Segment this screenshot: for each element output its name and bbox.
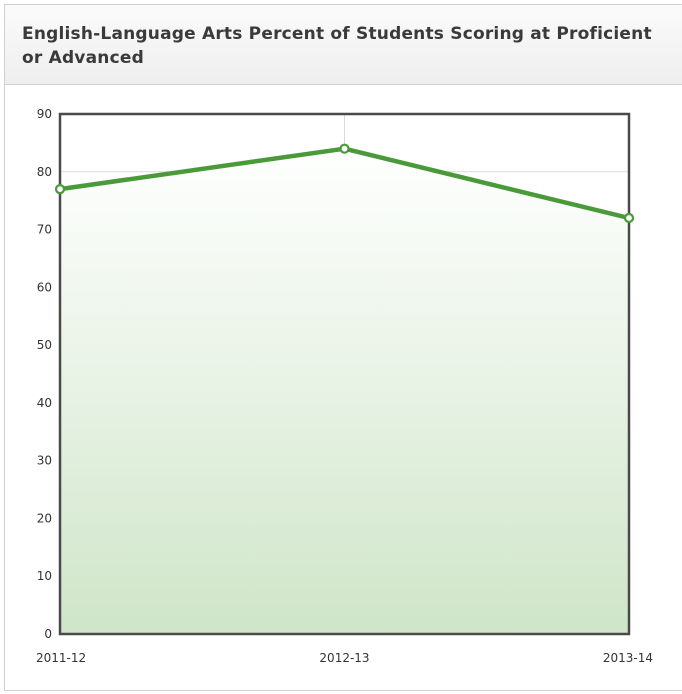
y-tick-label-60: 60 (37, 280, 52, 294)
panel-header: English-Language Arts Percent of Student… (5, 5, 682, 85)
y-tick-label-50: 50 (37, 338, 52, 352)
area-fill (60, 148, 629, 634)
x-tick-label-2011-12: 2011-12 (36, 651, 86, 665)
y-tick-label-90: 90 (37, 107, 52, 121)
y-tick-label-10: 10 (37, 569, 52, 583)
y-tick-label-20: 20 (37, 511, 52, 525)
y-tick-label-70: 70 (37, 223, 52, 237)
data-points (54, 143, 635, 224)
data-point-2012-13 (339, 143, 350, 154)
data-point-2013-14 (623, 212, 635, 224)
y-tick-label-0: 0 (44, 627, 52, 641)
y-tick-label-40: 40 (37, 396, 52, 410)
x-tick-label-2013-14: 2013-14 (603, 651, 653, 665)
x-axis-ticks: 2011-12 2012-13 2013-14 (36, 651, 653, 665)
y-tick-label-30: 30 (37, 454, 52, 468)
x-tick-label-2012-13: 2012-13 (319, 651, 369, 665)
plot-frame (58, 112, 631, 636)
data-point-2011-12 (54, 184, 66, 195)
y-axis-ticks: 0 10 20 30 40 50 60 70 80 90 (37, 107, 52, 641)
y-tick-label-80: 80 (37, 165, 52, 179)
chart-title: English-Language Arts Percent of Student… (22, 24, 652, 68)
